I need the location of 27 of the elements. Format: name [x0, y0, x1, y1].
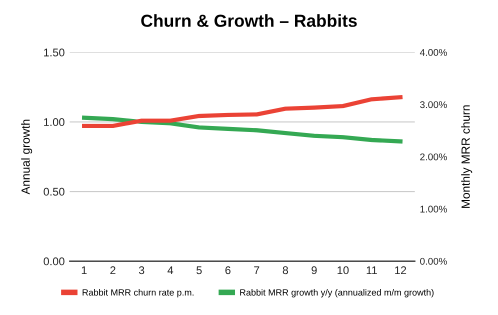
y2-tick-label: 1.00% — [420, 206, 447, 213]
chart-title: Churn & Growth – Rabbits — [141, 14, 357, 27]
x-tick-label: 1 — [82, 266, 87, 274]
y2-axis-title: Monthly MRR churn — [461, 105, 472, 208]
x-tick-label: 5 — [196, 266, 202, 274]
legend-label: Rabbit MRR growth y/y (annualized m/m growth) — [240, 289, 434, 298]
x-tick-label: 9 — [312, 266, 317, 274]
y2-tick-label: 2.00% — [420, 153, 447, 160]
x-tick-label: 7 — [254, 266, 260, 274]
x-tick-label: 4 — [168, 266, 174, 274]
x-tick-label: 12 — [395, 266, 406, 274]
y-tick-label: 1.00 — [44, 118, 64, 126]
x-tick-label: 8 — [282, 266, 288, 274]
y2-tick-label: 0.00% — [420, 258, 447, 265]
y2-tick-label: 3.00% — [420, 101, 447, 108]
x-tick-label: 10 — [338, 266, 349, 274]
x-tick-label: 6 — [225, 266, 230, 274]
x-tick-label: 3 — [138, 266, 144, 274]
y-axis-title: Annual growth — [21, 120, 32, 194]
y-tick-label: 0.50 — [44, 188, 64, 196]
x-tick-label: 2 — [110, 266, 116, 274]
legend-label: Rabbit MRR churn rate p.m. — [82, 289, 194, 298]
y-tick-label: 1.50 — [44, 48, 64, 56]
y-tick-label: 0.00 — [44, 257, 64, 266]
y2-tick-label: 4.00% — [420, 49, 447, 56]
line-series — [82, 95, 403, 128]
x-tick-label: 11 — [366, 266, 377, 274]
